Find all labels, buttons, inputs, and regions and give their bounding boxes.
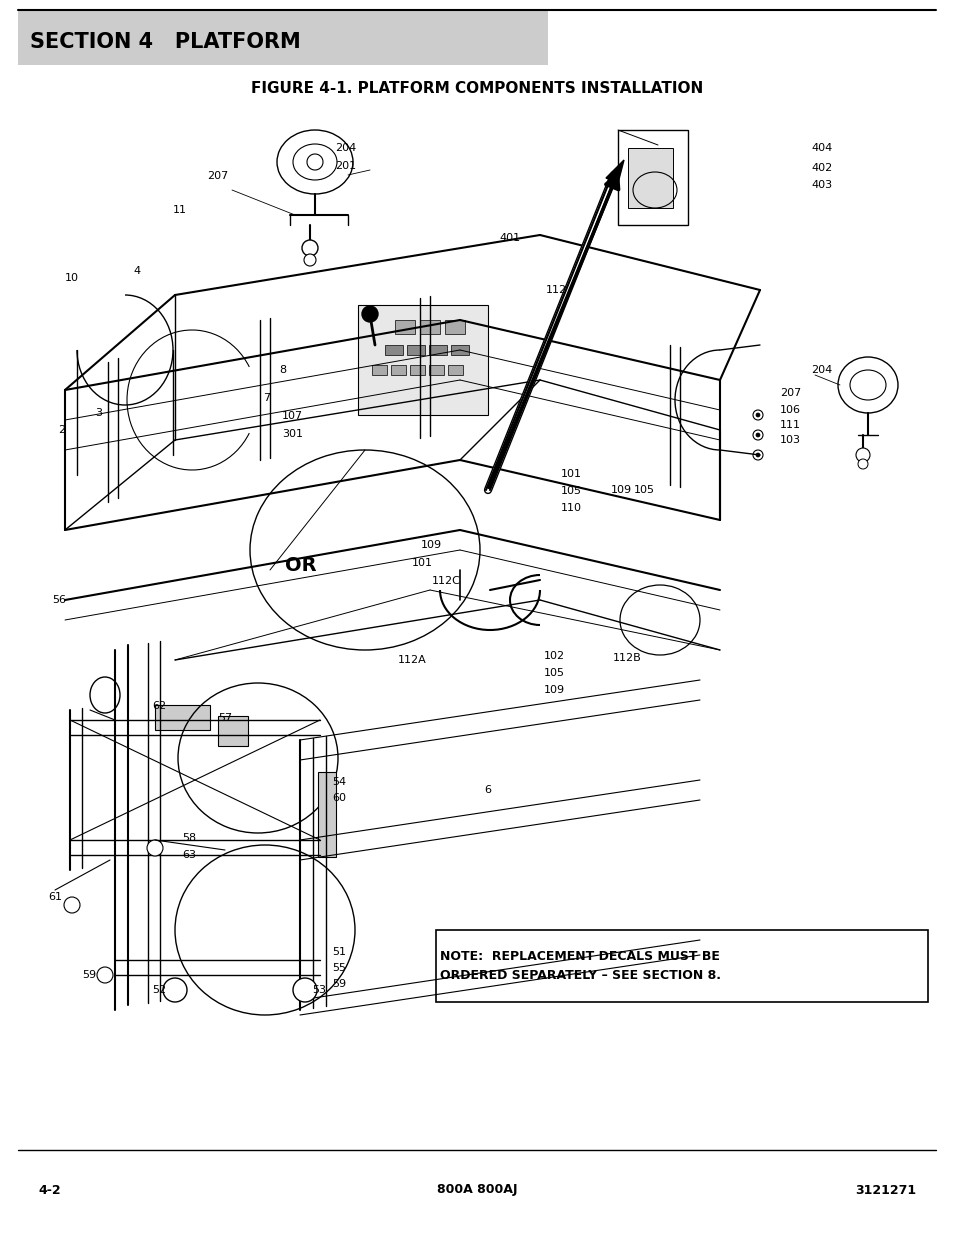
Text: 61: 61 (48, 892, 62, 902)
Text: 51: 51 (332, 947, 346, 957)
Text: 403: 403 (810, 180, 831, 190)
Bar (429, 366, 443, 375)
Text: 112B: 112B (613, 653, 641, 663)
Bar (18, 10, 547, 65)
Bar (317, 772, 335, 857)
Circle shape (755, 433, 760, 437)
Bar (410, 366, 424, 375)
Text: FIGURE 4-1. PLATFORM COMPONENTS INSTALLATION: FIGURE 4-1. PLATFORM COMPONENTS INSTALLA… (251, 80, 702, 95)
Text: 4-2: 4-2 (38, 1183, 61, 1197)
Text: 404: 404 (810, 143, 831, 153)
Circle shape (293, 978, 316, 1002)
Circle shape (755, 453, 760, 457)
Circle shape (752, 430, 762, 440)
Text: 2: 2 (58, 425, 65, 435)
Text: 57: 57 (218, 713, 232, 722)
Circle shape (147, 840, 163, 856)
Bar (395, 320, 415, 333)
Text: 201: 201 (335, 161, 355, 170)
Circle shape (752, 450, 762, 459)
Bar (451, 345, 469, 354)
Text: 60: 60 (332, 793, 346, 803)
Text: 3121271: 3121271 (854, 1183, 915, 1197)
Text: 102: 102 (543, 651, 564, 661)
Bar (448, 366, 462, 375)
Bar (391, 366, 406, 375)
Bar (372, 366, 387, 375)
Bar (627, 148, 672, 207)
Bar (436, 930, 927, 1002)
Text: 101: 101 (560, 469, 581, 479)
Text: 112: 112 (545, 285, 566, 295)
Text: 105: 105 (634, 485, 655, 495)
Text: 402: 402 (810, 163, 831, 173)
Bar (154, 705, 210, 730)
Text: 110: 110 (560, 503, 581, 513)
Circle shape (752, 410, 762, 420)
Bar (385, 345, 402, 354)
Text: 109: 109 (543, 685, 564, 695)
Circle shape (163, 978, 187, 1002)
Text: 105: 105 (560, 487, 581, 496)
Text: 55: 55 (332, 963, 346, 973)
Text: 204: 204 (335, 143, 355, 153)
Text: 105: 105 (543, 668, 564, 678)
Text: 106: 106 (780, 405, 801, 415)
Text: 111: 111 (780, 420, 801, 430)
Circle shape (304, 254, 315, 266)
Text: OR: OR (285, 556, 316, 574)
Text: 109: 109 (610, 485, 632, 495)
Text: NOTE:  REPLACEMENT DECALS MUST BE
ORDERED SEPARATELY – SEE SECTION 8.: NOTE: REPLACEMENT DECALS MUST BE ORDERED… (439, 950, 720, 982)
Text: 207: 207 (780, 388, 801, 398)
Circle shape (64, 897, 80, 913)
Text: SECTION 4   PLATFORM: SECTION 4 PLATFORM (30, 32, 300, 52)
Bar (218, 716, 248, 746)
Text: 204: 204 (810, 366, 831, 375)
Text: 7: 7 (263, 393, 270, 403)
Text: 11: 11 (172, 205, 187, 215)
Circle shape (361, 306, 377, 322)
Text: 107: 107 (282, 411, 303, 421)
Bar (357, 305, 488, 415)
Text: 59: 59 (332, 979, 346, 989)
Text: 101: 101 (412, 558, 433, 568)
Text: 112C: 112C (432, 576, 460, 585)
Text: 112A: 112A (397, 655, 426, 664)
Text: 59: 59 (82, 969, 96, 981)
Text: 800A 800AJ: 800A 800AJ (436, 1183, 517, 1197)
Text: 207: 207 (207, 170, 228, 182)
Text: 6: 6 (483, 785, 491, 795)
Text: 109: 109 (420, 540, 441, 550)
Bar (419, 320, 439, 333)
Bar (444, 320, 464, 333)
Circle shape (855, 448, 869, 462)
Circle shape (755, 412, 760, 417)
Circle shape (857, 459, 867, 469)
Text: 52: 52 (152, 986, 166, 995)
Bar (618, 130, 687, 225)
Text: 3: 3 (95, 408, 102, 417)
Text: 58: 58 (182, 832, 196, 844)
Text: 8: 8 (278, 366, 286, 375)
Polygon shape (605, 161, 623, 183)
Circle shape (97, 967, 112, 983)
Text: 401: 401 (498, 233, 519, 243)
Text: 63: 63 (182, 850, 195, 860)
Circle shape (302, 240, 317, 256)
Text: 62: 62 (152, 701, 166, 711)
Text: 53: 53 (312, 986, 326, 995)
Bar (429, 345, 447, 354)
Text: 301: 301 (282, 429, 303, 438)
Text: 4: 4 (132, 266, 140, 275)
Text: 54: 54 (332, 777, 346, 787)
Bar (407, 345, 424, 354)
Text: 103: 103 (780, 435, 801, 445)
Text: 56: 56 (52, 595, 66, 605)
Text: 10: 10 (65, 273, 79, 283)
